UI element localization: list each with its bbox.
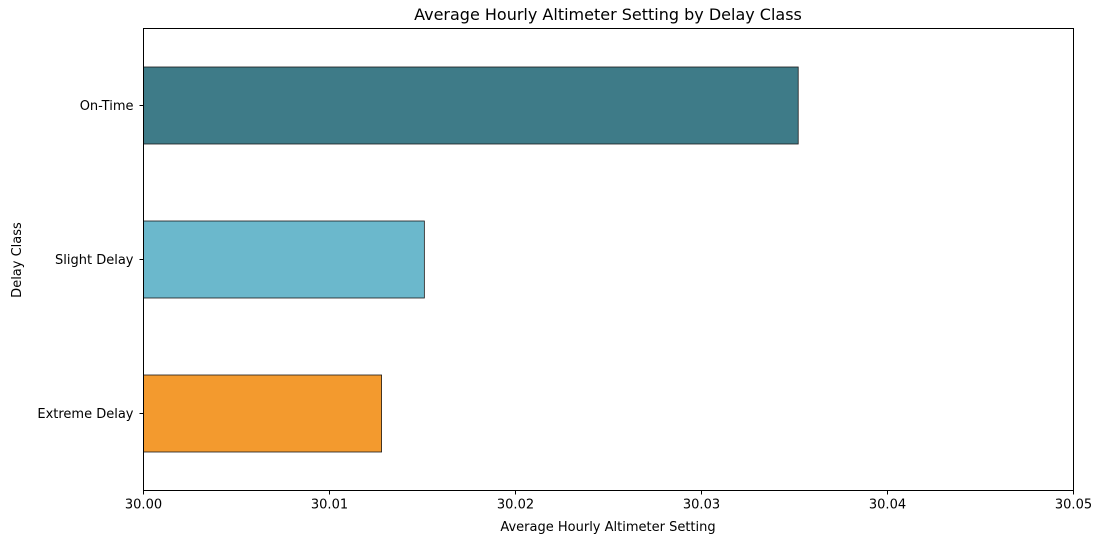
bar-extreme-delay — [143, 374, 382, 453]
x-tick-label: 30.02 — [497, 498, 534, 513]
x-tick-label: 30.05 — [1055, 498, 1092, 513]
y-tick-label: Slight Delay — [55, 253, 134, 268]
y-tick-label: On-Time — [80, 99, 134, 114]
y-ticks-layer: On-Time Slight Delay Extreme Delay — [37, 99, 144, 422]
x-axis-label: Average Hourly Altimeter Setting — [500, 520, 715, 535]
bars-layer — [143, 66, 799, 453]
bar-on-time — [143, 66, 799, 145]
x-tick-label: 30.03 — [683, 498, 720, 513]
x-ticks-layer: 30.00 30.01 30.02 30.03 30.04 30.05 — [125, 490, 1092, 513]
chart-title: Average Hourly Altimeter Setting by Dela… — [414, 5, 802, 24]
y-axis-label: Delay Class — [10, 222, 25, 298]
x-tick-label: 30.01 — [311, 498, 348, 513]
plot-frame — [143, 28, 1074, 491]
x-tick-label: 30.00 — [125, 498, 162, 513]
bar-slight-delay — [143, 220, 425, 299]
y-tick-label: Extreme Delay — [37, 407, 133, 422]
x-tick-label: 30.04 — [869, 498, 906, 513]
